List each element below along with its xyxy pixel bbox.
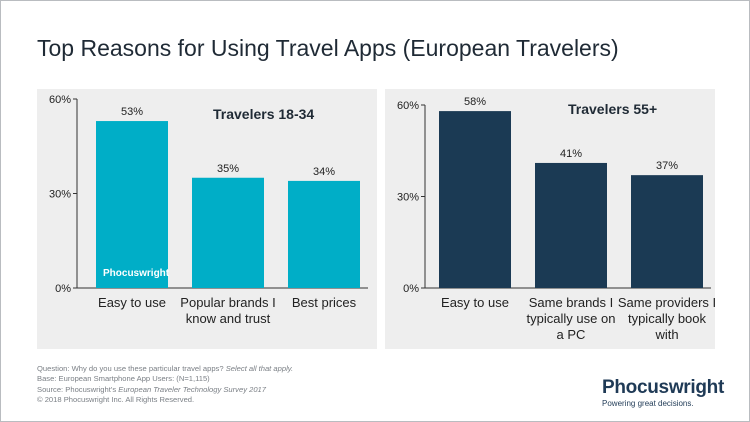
bar-value-label: 53% <box>121 106 143 118</box>
bar-value-label: 35% <box>217 163 239 175</box>
footer-copyright: © 2018 Phocuswright Inc. All Rights Rese… <box>37 395 195 405</box>
footer-question-note: Select all that apply. <box>225 364 294 373</box>
x-tick-label-line: Same providers I <box>618 295 715 310</box>
bar <box>439 111 511 288</box>
x-tick-label-line: with <box>654 327 678 342</box>
chart-panel-travelers-18-34: 0% 30% 60% 53% Easy to use 35% Popular brands … <box>37 89 377 349</box>
x-tick-label-line: Easy to use <box>441 295 509 310</box>
bar <box>192 177 264 288</box>
brand-tagline: Powering great decisions. <box>602 399 694 408</box>
y-tick-label: 0% <box>55 283 71 295</box>
bar <box>288 180 360 288</box>
footer-source: Source: Phocuswright's European Traveler… <box>37 384 266 394</box>
bar <box>535 162 607 288</box>
x-tick-label-line: Best prices <box>292 295 357 310</box>
bar-value-label: 37% <box>656 160 678 172</box>
y-tick-label: 30% <box>49 189 71 201</box>
bar <box>631 175 703 288</box>
bar-value-label: 58% <box>464 96 486 108</box>
x-tick-label-line: Easy to use <box>98 295 166 310</box>
brand-logo: Phocuswright Powering great decisions. <box>602 377 725 408</box>
y-tick-label: 0% <box>403 283 419 295</box>
x-tick-label-line: typically use on <box>527 311 616 326</box>
chart-title: Travelers 55+ <box>568 101 658 117</box>
bar <box>96 121 168 288</box>
x-tick-label-line: typically book <box>628 311 707 326</box>
footer-notes: Question: Why do you use these particula… <box>37 364 293 406</box>
y-tick-label: 60% <box>49 94 71 106</box>
footer-question: Question: Why do you use these particula… <box>37 364 294 373</box>
slide-title: Top Reasons for Using Travel Apps (Europ… <box>37 35 619 61</box>
x-tick-label-line: Popular brands I <box>180 295 275 310</box>
footer-base: Base: European Smartphone App Users: (N=… <box>37 374 210 384</box>
y-tick-label: 30% <box>397 192 419 204</box>
x-tick-label: Best prices <box>292 295 357 310</box>
x-tick-label: Easy to use <box>98 295 166 310</box>
chart-title: Travelers 18-34 <box>213 106 315 122</box>
x-tick-label: Easy to use <box>441 295 509 310</box>
bar-value-label: 34% <box>313 166 335 178</box>
x-tick-label-line: know and trust <box>186 311 271 326</box>
footer-source-title: European Traveler Technology Survey 2017 <box>118 384 266 394</box>
x-tick-label-line: Same brands I <box>529 295 614 310</box>
chart-travelers-18-34: 0% 30% 60% 53% Easy to use 35% Popular brands … <box>49 94 368 326</box>
y-tick-label: 60% <box>397 100 419 112</box>
x-tick-label-line: a PC <box>557 327 586 342</box>
brand-name: Phocuswright <box>602 377 725 398</box>
bar-value-label: 41% <box>560 148 582 160</box>
bar-watermark: Phocuswright <box>103 268 170 279</box>
